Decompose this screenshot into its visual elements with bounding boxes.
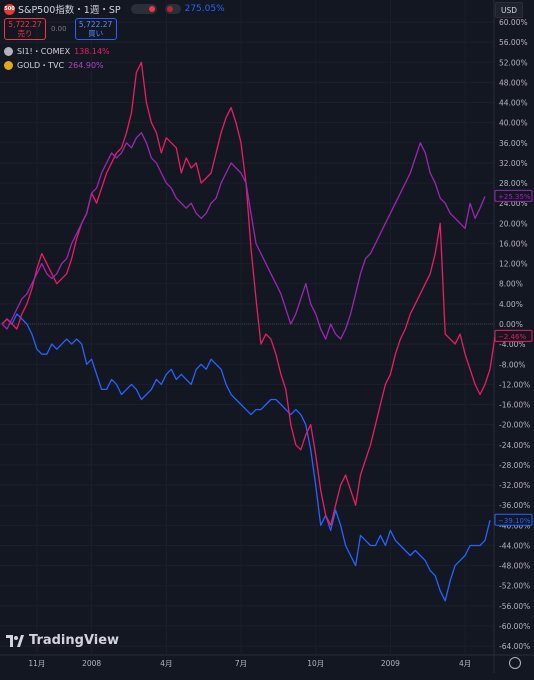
trade-buttons: 5,722.27 売り 0.00 5,722.27 買い <box>4 18 225 40</box>
last-value-labels: −39.10% −2.46% +25.35% <box>494 189 533 526</box>
y-tick-label: 8.00% <box>499 280 523 289</box>
y-tick-label: 40.00% <box>499 119 528 128</box>
y-tick-label: -20.00% <box>499 421 530 430</box>
settings-gear-icon[interactable] <box>509 657 521 669</box>
y-tick-label: -52.00% <box>499 582 530 591</box>
x-tick-label: 7月 <box>235 659 247 668</box>
toggle-switch-2[interactable] <box>164 4 181 14</box>
y-tick-label: 0.00% <box>499 320 523 329</box>
x-tick-label: 11月 <box>28 659 45 668</box>
series-line-spx <box>1 313 491 602</box>
series-line-silver <box>1 61 496 526</box>
y-tick-label: 32.00% <box>499 159 528 168</box>
y-axis: 60.00% 56.00% 52.00% 48.00% 44.00% 40.00% 36.0… <box>499 18 530 651</box>
y-tick-label: -60.00% <box>499 622 530 631</box>
main-symbol-row: 500 S&P500指数・1週・SP 275.05% <box>4 2 225 16</box>
bottom-toolbar <box>0 673 534 680</box>
y-tick-label: 60.00% <box>499 18 528 27</box>
compare-value: 264.90% <box>68 60 104 70</box>
logo-text: TradingView <box>29 633 120 648</box>
last-value-text-spx: −39.10% <box>498 517 531 525</box>
x-tick-label: 10月 <box>307 659 324 668</box>
last-value-text-silver: −2.46% <box>498 333 526 341</box>
y-tick-label: 36.00% <box>499 139 528 148</box>
last-value-badge-silver <box>494 329 533 342</box>
last-value-badge-gold <box>494 189 533 202</box>
y-tick-label: -12.00% <box>499 380 530 389</box>
tradingview-logo-icon <box>6 634 24 647</box>
toggle-switch[interactable] <box>130 4 157 14</box>
tradingview-logo[interactable]: TradingView <box>6 633 119 648</box>
x-tick-label: 4月 <box>459 659 471 668</box>
y-tick-label: -44.00% <box>499 541 530 550</box>
last-value-text-gold: +25.35% <box>498 193 531 201</box>
y-tick-label: -48.00% <box>499 562 530 571</box>
y-tick-label: -4.00% <box>499 340 526 349</box>
y-tick-label: 16.00% <box>499 239 528 248</box>
y-tick-label: -56.00% <box>499 602 530 611</box>
y-tick-label: 48.00% <box>499 78 528 87</box>
y-tick-label: -64.00% <box>499 642 530 651</box>
y-tick-label: -40.00% <box>499 521 530 530</box>
compare-value: 138.14% <box>74 46 110 56</box>
series-line-gold <box>1 132 486 340</box>
y-tick-label: 20.00% <box>499 219 528 228</box>
y-tick-label: 28.00% <box>499 179 528 188</box>
compare-name: GOLD・TVC <box>17 60 65 70</box>
y-tick-label: 24.00% <box>499 199 528 208</box>
sell-button[interactable]: 5,722.27 売り <box>4 18 46 40</box>
x-axis: 11月 2008 4月 7月 10月 2009 4月 <box>28 659 471 668</box>
buy-button[interactable]: 5,722.27 買い <box>74 18 117 40</box>
main-performance: 275.05% <box>184 4 225 14</box>
buy-label: 買い <box>88 29 104 38</box>
compare-row-silver[interactable]: SI1!・COMEX 138.14% <box>4 44 225 58</box>
sell-label: 売り <box>17 29 33 38</box>
y-tick-label: 44.00% <box>499 99 528 108</box>
sell-price: 5,722.27 <box>8 20 42 29</box>
compare-name: SI1!・COMEX <box>17 46 71 56</box>
last-value-badge-spx <box>494 513 533 526</box>
buy-price: 5,722.27 <box>78 20 113 29</box>
y-tick-label: -8.00% <box>499 360 526 369</box>
compare-row-gold[interactable]: GOLD・TVC 264.90% <box>4 58 225 72</box>
legend: 500 S&P500指数・1週・SP 275.05% 5,722.27 売り 0… <box>4 2 225 72</box>
y-tick-label: 12.00% <box>499 260 528 269</box>
currency-selector[interactable]: USD <box>495 2 523 18</box>
x-tick-label: 4月 <box>160 659 172 668</box>
y-tick-label: -24.00% <box>499 441 530 450</box>
y-tick-label: 52.00% <box>499 58 528 67</box>
y-tick-label: -32.00% <box>499 481 530 490</box>
gold-icon <box>4 60 13 70</box>
x-tick-label: 2009 <box>381 659 400 668</box>
y-tick-label: 4.00% <box>499 300 523 309</box>
y-tick-label: 56.00% <box>499 38 528 47</box>
y-tick-label: -36.00% <box>499 501 530 510</box>
spread-value: 0.00 <box>51 25 67 33</box>
y-tick-label: -16.00% <box>499 401 530 410</box>
series-lines <box>1 61 496 602</box>
y-tick-label: -28.00% <box>499 461 530 470</box>
silver-icon <box>4 46 13 56</box>
symbol-title[interactable]: S&P500指数・1週・SP <box>18 5 121 16</box>
x-tick-label: 2008 <box>82 659 101 668</box>
spx-logo-icon: 500 <box>4 3 15 15</box>
